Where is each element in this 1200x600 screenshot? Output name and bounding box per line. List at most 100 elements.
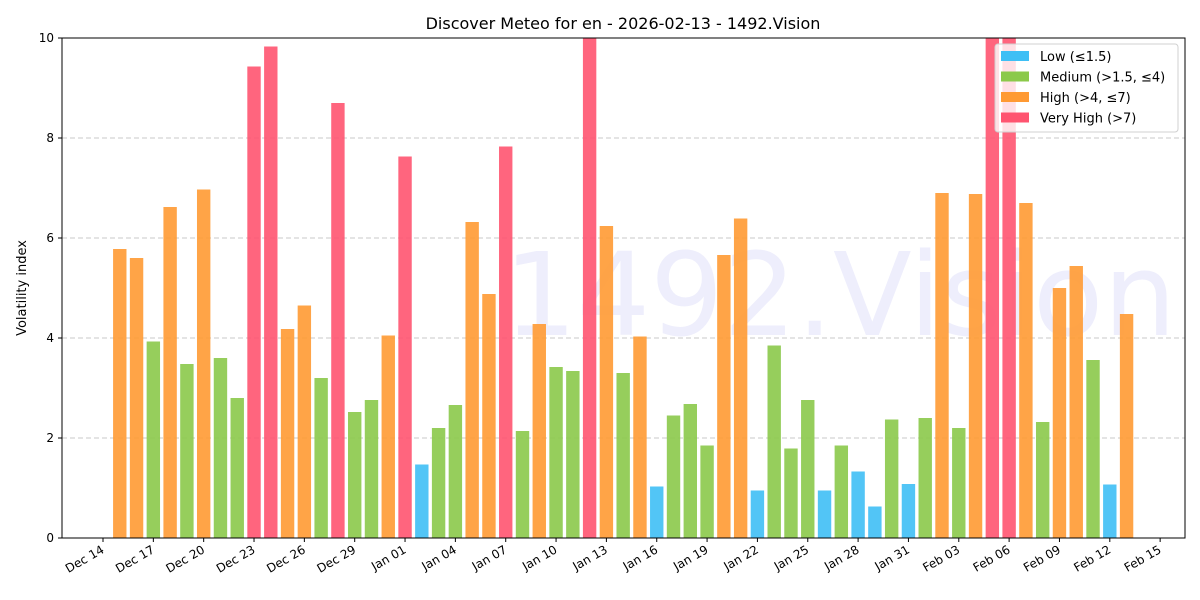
bar-dec-15 bbox=[113, 249, 127, 538]
bar-dec-25 bbox=[280, 329, 295, 538]
bar-jan-16 bbox=[650, 486, 664, 538]
y-axis-label: Volatility index bbox=[15, 240, 30, 336]
x-tick-label: Jan 22 bbox=[720, 542, 760, 573]
bar-jan-27 bbox=[834, 445, 849, 538]
chart-title: Discover Meteo for en - 2026-02-13 - 149… bbox=[426, 14, 821, 33]
x-tick-label: Feb 15 bbox=[1122, 542, 1164, 574]
bar-jan-05 bbox=[465, 222, 479, 538]
x-tick-label: Jan 07 bbox=[469, 542, 509, 573]
x-tick-label: Jan 16 bbox=[620, 542, 660, 573]
bar-jan-08 bbox=[515, 431, 530, 538]
legend-label: Medium (>1.5, ≤4) bbox=[1040, 71, 1165, 86]
bar-dec-26 bbox=[297, 305, 312, 538]
bar-jan-04 bbox=[448, 405, 463, 538]
bar-jan-29 bbox=[868, 506, 882, 538]
bar-jan-20 bbox=[717, 255, 731, 538]
bar-dec-23 bbox=[247, 66, 261, 538]
bar-jan-10 bbox=[549, 367, 563, 538]
y-tick-label: 4 bbox=[46, 331, 54, 345]
y-tick-label: 10 bbox=[39, 31, 54, 45]
bar-jan-01 bbox=[398, 156, 412, 538]
bar-jan-30 bbox=[884, 419, 899, 538]
bar-feb-04 bbox=[968, 194, 983, 538]
bar-feb-11 bbox=[1086, 360, 1100, 538]
legend-box bbox=[994, 43, 1179, 133]
y-tick-label: 6 bbox=[46, 231, 54, 245]
bar-dec-19 bbox=[180, 364, 194, 538]
bar-jan-22 bbox=[750, 490, 765, 538]
bar-dec-18 bbox=[163, 207, 177, 538]
x-tick-label: Jan 10 bbox=[519, 542, 559, 573]
bar-dec-27 bbox=[314, 378, 328, 538]
bar-jan-18 bbox=[683, 404, 697, 538]
x-tick-label: Feb 03 bbox=[920, 542, 962, 574]
x-tick-label: Dec 29 bbox=[315, 542, 359, 575]
bar-jan-09 bbox=[532, 324, 546, 538]
legend-swatch bbox=[1001, 51, 1029, 61]
x-tick-label: Dec 26 bbox=[264, 542, 308, 575]
x-tick-label: Jan 04 bbox=[418, 542, 458, 573]
bar-jan-24 bbox=[784, 448, 798, 538]
bar-dec-28 bbox=[331, 103, 345, 538]
plot-frame bbox=[61, 37, 1186, 539]
legend-swatch bbox=[1001, 92, 1029, 102]
x-tick-label: Dec 14 bbox=[63, 542, 107, 575]
bar-jan-07 bbox=[499, 146, 513, 538]
bar-feb-02 bbox=[935, 193, 949, 538]
bar-dec-31 bbox=[381, 335, 395, 538]
bar-feb-12 bbox=[1103, 484, 1117, 538]
y-tick-label: 0 bbox=[46, 531, 54, 545]
x-tick-label: Jan 31 bbox=[872, 542, 912, 573]
bar-jan-03 bbox=[431, 428, 446, 538]
x-tick-label: Feb 06 bbox=[971, 542, 1013, 574]
bar-feb-03 bbox=[952, 428, 966, 538]
bar-jan-15 bbox=[633, 336, 647, 538]
bar-feb-06 bbox=[1002, 38, 1016, 538]
bar-dec-17 bbox=[146, 341, 161, 538]
x-tick-label: Feb 09 bbox=[1021, 542, 1063, 574]
bar-dec-24 bbox=[264, 46, 278, 538]
bar-jan-17 bbox=[666, 415, 681, 538]
bar-jan-26 bbox=[817, 490, 832, 538]
bar-jan-21 bbox=[733, 218, 748, 538]
x-tick-label: Jan 13 bbox=[569, 542, 609, 573]
bar-dec-16 bbox=[129, 258, 144, 538]
bar-feb-01 bbox=[918, 418, 932, 538]
x-tick-label: Jan 25 bbox=[771, 542, 811, 573]
legend-swatch bbox=[1001, 71, 1029, 82]
bar-jan-31 bbox=[901, 484, 916, 538]
x-tick-label: Dec 23 bbox=[214, 542, 258, 575]
bar-dec-29 bbox=[348, 412, 362, 538]
y-tick-label: 8 bbox=[46, 131, 54, 145]
legend: Low (≤1.5) Medium (>1.5, ≤4) High (>4, ≤7)… bbox=[994, 43, 1179, 133]
bar-dec-30 bbox=[364, 400, 379, 538]
x-tick-label: Dec 17 bbox=[113, 542, 157, 575]
x-tick-label: Jan 01 bbox=[368, 542, 408, 573]
bar-jan-14 bbox=[616, 373, 630, 538]
bar-feb-07 bbox=[1019, 203, 1033, 538]
y-tick-label: 2 bbox=[46, 431, 54, 445]
x-tick-label: Jan 19 bbox=[670, 542, 710, 573]
bar-jan-23 bbox=[767, 345, 781, 538]
bar-jan-12 bbox=[582, 38, 597, 538]
legend-label: High (>4, ≤7) bbox=[1040, 91, 1131, 106]
x-tick-label: Jan 28 bbox=[821, 542, 861, 573]
bar-feb-13 bbox=[1119, 314, 1134, 538]
bar-dec-22 bbox=[230, 398, 244, 538]
bar-feb-10 bbox=[1069, 266, 1083, 538]
bar-feb-05 bbox=[985, 38, 1000, 538]
legend-label: Low (≤1.5) bbox=[1040, 50, 1111, 65]
x-tick-label: Feb 12 bbox=[1071, 542, 1113, 574]
bar-jan-02 bbox=[415, 464, 429, 538]
bar-dec-20 bbox=[196, 189, 211, 538]
bar-jan-25 bbox=[801, 400, 815, 538]
legend-swatch bbox=[1001, 112, 1029, 123]
bar-jan-13 bbox=[599, 226, 614, 538]
bar-feb-09 bbox=[1052, 288, 1067, 538]
bar-jan-19 bbox=[700, 445, 714, 538]
bar-dec-21 bbox=[213, 358, 228, 538]
bar-jan-11 bbox=[566, 371, 580, 538]
bar-feb-08 bbox=[1035, 422, 1050, 538]
x-tick-label: Dec 20 bbox=[164, 542, 208, 575]
legend-label: Very High (>7) bbox=[1040, 112, 1136, 127]
